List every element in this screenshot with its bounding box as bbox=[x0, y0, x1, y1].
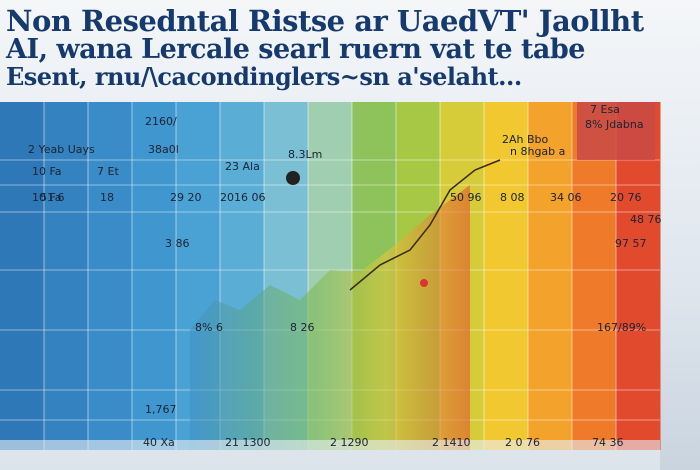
label: 8 08 bbox=[500, 191, 525, 204]
label: 23 Ala bbox=[225, 160, 260, 173]
label: 97 57 bbox=[615, 237, 647, 250]
label: 10 Fa bbox=[32, 191, 62, 204]
label: 34 06 bbox=[550, 191, 582, 204]
hill-silhouette bbox=[190, 185, 470, 450]
label: 2 0 76 bbox=[505, 436, 540, 449]
label: 1,767 bbox=[145, 403, 177, 416]
trend-line bbox=[349, 159, 501, 291]
column bbox=[88, 102, 133, 450]
label: 10 Fa bbox=[32, 165, 62, 178]
red-box bbox=[577, 102, 655, 160]
label: 8% 6 bbox=[195, 321, 223, 334]
label: 7 Esa bbox=[590, 103, 620, 116]
label: 2016 06 bbox=[220, 191, 266, 204]
column bbox=[44, 102, 89, 450]
label: 48 76 bbox=[630, 213, 662, 226]
label: 2160/ bbox=[145, 115, 177, 128]
column bbox=[528, 102, 573, 450]
title-line: Non Resedntal Ristse ar UaedVT' Jaollht bbox=[6, 4, 644, 38]
label: 21 1300 bbox=[225, 436, 271, 449]
label: 2 Yeab Uays bbox=[28, 143, 95, 156]
label: 18 bbox=[100, 191, 114, 204]
label: 2 1290 bbox=[330, 436, 369, 449]
title-line: Esent, rnu/\cacondinglers~sn a'selaht... bbox=[6, 62, 522, 91]
label: n 8hgab a bbox=[510, 145, 565, 158]
label: 74 36 bbox=[592, 436, 624, 449]
label: 51 6 bbox=[40, 191, 65, 204]
label: 50 96 bbox=[450, 191, 482, 204]
dot bbox=[420, 279, 428, 287]
footer-band bbox=[0, 440, 660, 470]
label: 38a0l bbox=[148, 143, 179, 156]
column bbox=[0, 102, 45, 450]
label: 2 1410 bbox=[432, 436, 471, 449]
column bbox=[132, 102, 177, 450]
label: 7 Et bbox=[97, 165, 119, 178]
label: 2Ah Bbo bbox=[502, 133, 549, 146]
label: 8.3Lm bbox=[288, 148, 322, 161]
dot bbox=[286, 171, 300, 185]
label: 29 20 bbox=[170, 191, 202, 204]
label: 8% Jdabna bbox=[585, 118, 644, 131]
label: 8 26 bbox=[290, 321, 315, 334]
label: 3 86 bbox=[165, 237, 190, 250]
label: 167/89% bbox=[597, 321, 646, 334]
label: 40 Xa bbox=[143, 436, 175, 449]
title-line: AI, wana Lercale searl ruern vat te tabe bbox=[6, 34, 585, 65]
column bbox=[484, 102, 529, 450]
label: 20 76 bbox=[610, 191, 642, 204]
